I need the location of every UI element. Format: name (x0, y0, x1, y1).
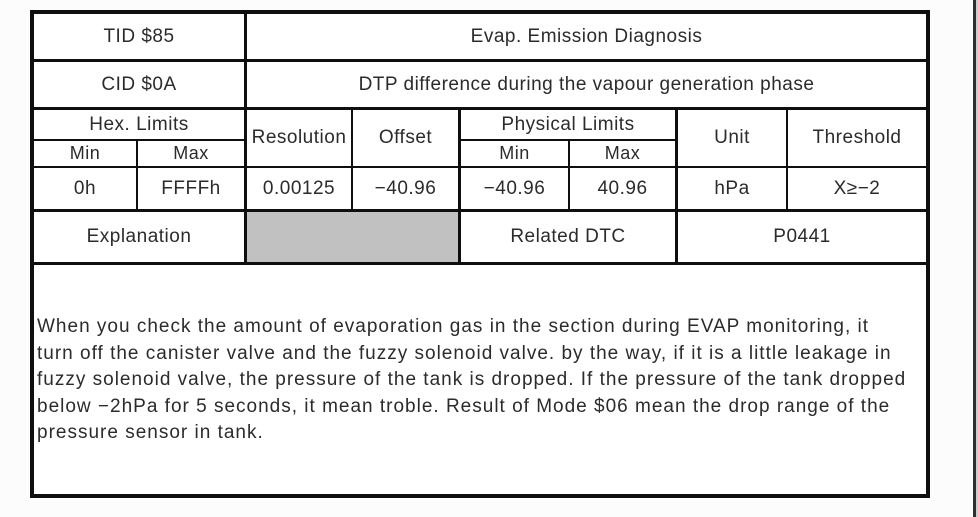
physical-max-value: 40.96 (570, 168, 678, 212)
physical-min-value: −40.96 (461, 168, 570, 212)
explanation-gray-filler-cell (247, 212, 461, 265)
explanation-line: fuzzy solenoid valve, the pressure of th… (37, 369, 907, 390)
cid-label: CID $0A (34, 62, 247, 110)
threshold-header: Threshold (788, 110, 926, 168)
physical-limits-header: Physical Limits (461, 110, 678, 141)
resolution-header: Resolution (247, 110, 353, 168)
explanation-label: Explanation (34, 212, 247, 265)
cid-title: DTP difference during the vapour generat… (247, 62, 926, 110)
unit-value: hPa (678, 168, 788, 212)
unit-header: Unit (678, 110, 788, 168)
hex-max-header: Max (138, 141, 247, 168)
resolution-value: 0.00125 (247, 168, 353, 212)
tid-label: TID $85 (34, 14, 247, 62)
tid-title: Evap. Emission Diagnosis (247, 14, 926, 62)
hex-min-header: Min (34, 141, 138, 168)
page-edge-line (973, 0, 976, 517)
explanation-paragraph: When you check the amount of evaporation… (34, 265, 926, 494)
explanation-line: below −2hPa for 5 seconds, it mean trobl… (37, 395, 891, 417)
offset-value: −40.96 (353, 168, 461, 212)
offset-header: Offset (353, 110, 461, 168)
hex-max-value: FFFFh (138, 168, 247, 212)
explanation-line: When you check the amount of evaporation… (37, 316, 870, 337)
page-edge-shadow (976, 0, 978, 517)
diagnostic-spec-table: TID $85 Evap. Emission Diagnosis CID $0A… (30, 10, 930, 498)
physical-min-header: Min (461, 141, 570, 168)
physical-max-header: Max (570, 141, 678, 168)
related-dtc-label: Related DTC (461, 212, 678, 265)
threshold-value: X≥−2 (788, 168, 926, 212)
explanation-line: pressure sensor in tank. (37, 422, 264, 443)
hex-min-value: 0h (34, 168, 138, 212)
hex-limits-header: Hex. Limits (34, 110, 247, 141)
explanation-line: turn off the canister valve and the fuzz… (37, 342, 892, 364)
related-dtc-value: P0441 (678, 212, 926, 265)
